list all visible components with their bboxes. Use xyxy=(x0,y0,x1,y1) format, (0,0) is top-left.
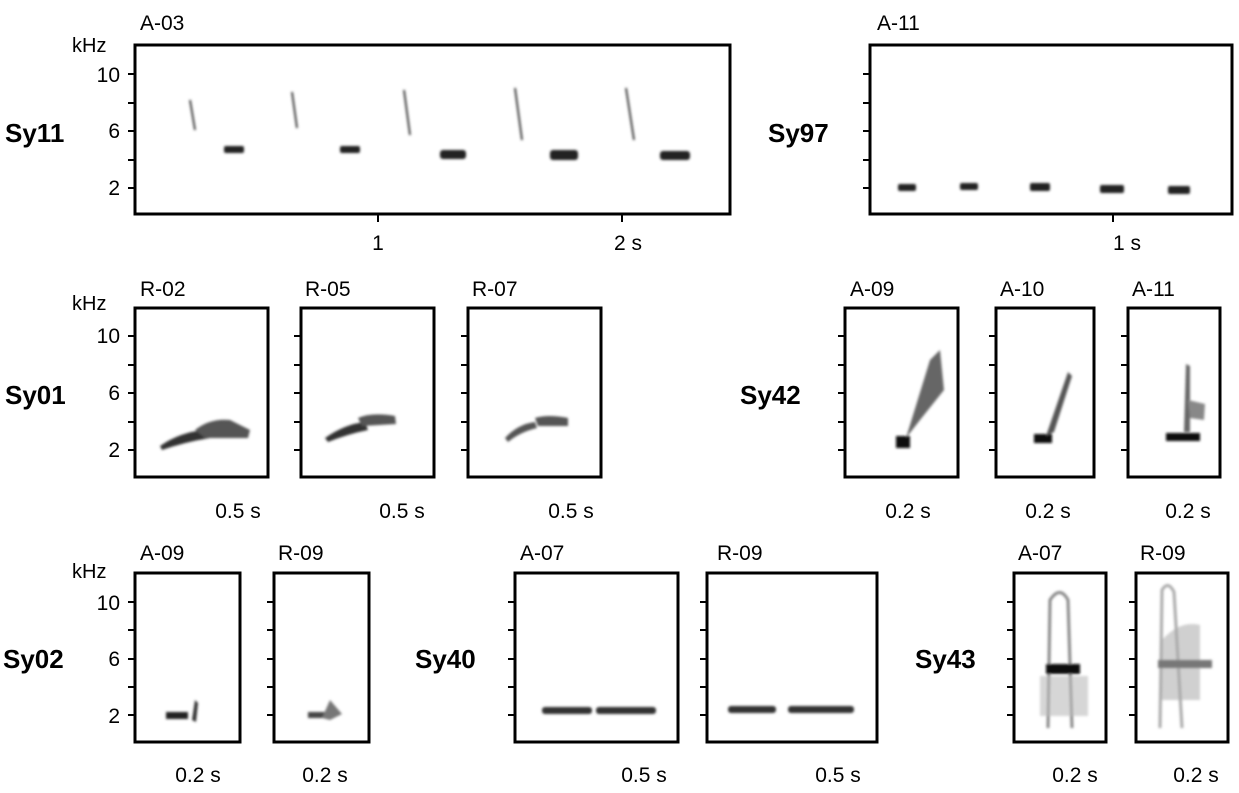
x-tick-label: 0.2 s xyxy=(302,764,348,787)
x-tick-label: 0.5 s xyxy=(379,500,425,523)
spectrogram-panel xyxy=(1121,306,1222,479)
spectrogram-traces xyxy=(308,700,342,720)
spectrogram-traces xyxy=(728,706,854,713)
panel-id-label: A-07 xyxy=(520,542,564,565)
y-tick-label: 2 xyxy=(108,439,120,462)
spectrogram-traces xyxy=(1158,584,1212,729)
x-tick-label: 0.2 s xyxy=(1165,500,1211,523)
panel-id-label: R-09 xyxy=(717,542,763,565)
spectrogram-panel xyxy=(128,306,270,479)
syllable-label-sy97: Sy97 xyxy=(768,118,829,148)
panel-id-label: R-05 xyxy=(305,278,351,301)
spectrogram-traces xyxy=(160,419,250,450)
panel-id-label: R-09 xyxy=(1140,542,1186,565)
x-tick-label: 0.2 s xyxy=(1025,500,1071,523)
x-tick-label: 0.5 s xyxy=(815,764,861,787)
syllable-label-sy42: Sy42 xyxy=(740,380,801,410)
x-tick-label: 0.5 s xyxy=(621,764,667,787)
spectrogram-panel xyxy=(989,306,1096,479)
y-axis-ticks xyxy=(128,335,135,451)
spectrogram-panel xyxy=(1129,571,1230,744)
spectrogram-panel xyxy=(1007,571,1108,744)
y-axis-ticks xyxy=(128,601,135,716)
syllable-label-sy02: Sy02 xyxy=(3,644,64,674)
y-tick-label: 10 xyxy=(97,592,120,615)
spectrogram-panel xyxy=(700,571,879,744)
panel-id-label: R-07 xyxy=(472,278,518,301)
panel-id-label: A-09 xyxy=(850,278,894,301)
y-axis-ticks xyxy=(1121,335,1128,451)
x-tick-label: 0.2 s xyxy=(175,764,221,787)
spectrogram-panel xyxy=(863,43,1234,222)
spectrogram-traces xyxy=(1040,591,1088,729)
panel-id-label: A-03 xyxy=(140,12,184,35)
spectrogram-panel xyxy=(294,306,436,479)
y-tick-label: 10 xyxy=(97,64,120,87)
y-axis-ticks xyxy=(1007,601,1014,716)
x-tick-label: 0.5 s xyxy=(215,500,261,523)
spectrogram-panel xyxy=(461,306,603,479)
x-tick-label: 0.2 s xyxy=(1173,764,1219,787)
x-tick-label: 1 s xyxy=(1113,232,1141,255)
y-tick-label: 2 xyxy=(108,177,120,200)
y-axis-ticks xyxy=(461,335,468,451)
y-tick-label: 6 xyxy=(108,120,120,143)
spectrogram-traces xyxy=(542,707,656,714)
spectrogram-panel xyxy=(267,571,371,744)
y-tick-label: 10 xyxy=(97,325,120,348)
x-tick-label: 2 s xyxy=(614,232,642,255)
y-axis-unit: kHz xyxy=(72,561,106,583)
spectrogram-traces xyxy=(505,416,568,442)
syllable-label-sy11: Sy11 xyxy=(5,118,64,148)
spectrogram-traces xyxy=(189,87,690,160)
x-tick-label: 1 xyxy=(372,232,384,255)
spectrogram-traces xyxy=(1166,364,1205,441)
y-axis-ticks xyxy=(128,73,135,189)
y-axis-ticks xyxy=(267,601,274,716)
panel-id-label: A-11 xyxy=(877,12,920,35)
spectrogram-panel xyxy=(508,571,680,744)
y-tick-label: 2 xyxy=(108,705,120,728)
panel-id-label: R-02 xyxy=(140,278,186,301)
spectrogram-traces xyxy=(1034,372,1072,443)
spectrogram-panel xyxy=(838,306,960,479)
spectrogram-panel xyxy=(128,43,732,222)
y-axis-ticks xyxy=(700,601,707,716)
y-axis-ticks xyxy=(1129,601,1136,716)
y-axis-ticks xyxy=(838,335,845,451)
spectrogram-traces xyxy=(896,350,944,448)
spectrogram-traces xyxy=(898,183,1190,194)
panel-id-label: A-10 xyxy=(1000,278,1044,301)
y-tick-label: 6 xyxy=(108,648,120,671)
y-axis-unit: kHz xyxy=(72,293,106,315)
panel-id-label: A-11 xyxy=(1132,278,1175,301)
y-axis-ticks xyxy=(863,73,870,189)
syllable-label-sy01: Sy01 xyxy=(5,380,66,410)
spectrogram-panel xyxy=(128,571,242,744)
y-axis-unit: kHz xyxy=(72,35,106,57)
panel-id-label: A-09 xyxy=(140,542,184,565)
syllable-label-sy40: Sy40 xyxy=(415,644,476,674)
panel-id-label: A-07 xyxy=(1018,542,1062,565)
x-tick-label: 0.5 s xyxy=(548,500,594,523)
x-tick-label: 0.2 s xyxy=(1052,764,1098,787)
x-tick-label: 0.2 s xyxy=(885,500,931,523)
x-axis-ticks xyxy=(377,214,623,222)
y-axis-ticks xyxy=(294,335,301,451)
spectrogram-traces xyxy=(325,414,396,442)
y-axis-ticks xyxy=(508,601,515,716)
y-tick-label: 6 xyxy=(108,382,120,405)
panel-id-label: R-09 xyxy=(278,542,324,565)
y-axis-ticks xyxy=(989,335,996,451)
spectrogram-traces xyxy=(166,700,198,722)
syllable-label-sy43: Sy43 xyxy=(915,644,976,674)
